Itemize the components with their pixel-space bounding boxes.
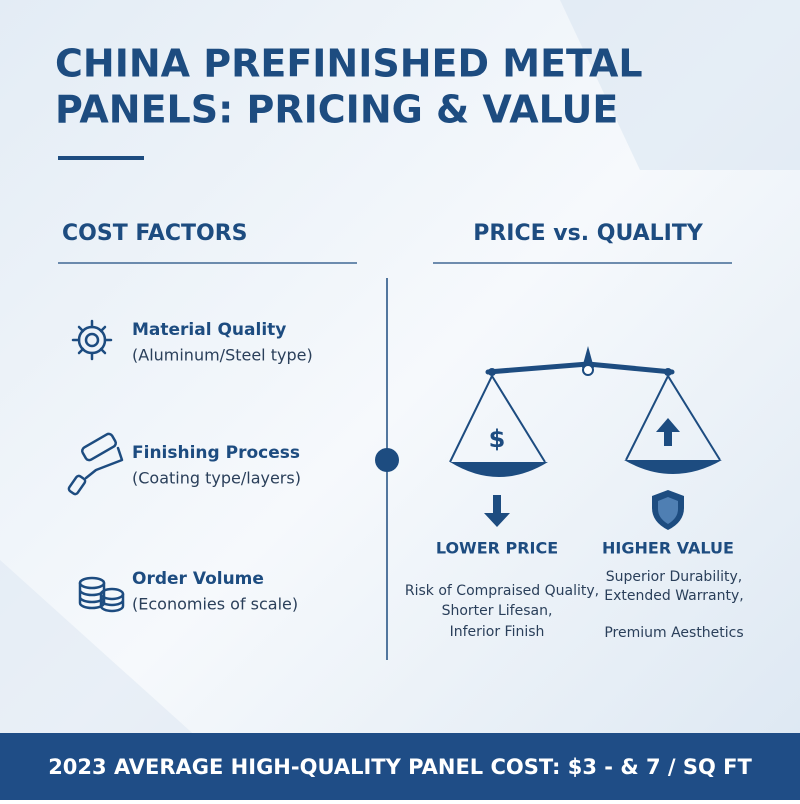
- background-shape: [0, 560, 200, 740]
- section-heading: COST FACTORS: [62, 221, 248, 246]
- footer-text: 2023 AVERAGE HIGH-QUALITY PANEL COST: $3…: [48, 755, 752, 779]
- factor-detail: (Aluminum/Steel type): [132, 346, 313, 365]
- factor-detail: (Economies of scale): [132, 595, 298, 614]
- factor-detail: (Coating type/layers): [132, 469, 301, 488]
- title-line: CHINA PREFINISHED METAL: [55, 42, 643, 86]
- side-label: HIGHER VALUE: [602, 539, 734, 558]
- side-description: Risk of Compraised Quality,: [405, 583, 599, 599]
- side-description: Inferior Finish: [450, 624, 545, 640]
- side-label: LOWER PRICE: [436, 539, 558, 558]
- roller-icon: [67, 432, 124, 496]
- background-shape: [560, 0, 800, 170]
- balance-scale: [449, 346, 722, 530]
- title-underline: [58, 156, 144, 160]
- side-description: Shorter Lifesan,: [442, 603, 553, 619]
- side-description: Superior Durability,: [606, 569, 742, 585]
- factor-name: Order Volume: [132, 569, 264, 589]
- side-description: Extended Warranty,: [604, 588, 743, 604]
- footer-bar: [0, 733, 800, 800]
- factor-name: Finishing Process: [132, 443, 300, 463]
- section-heading: PRICE vs. QUALITY: [473, 221, 704, 246]
- title-line: PANELS: PRICING & VALUE: [55, 88, 618, 132]
- side-description: Premium Aesthetics: [604, 625, 743, 641]
- coins-icon: [78, 576, 125, 613]
- divider-dot: [375, 448, 399, 472]
- factor-name: Material Quality: [132, 320, 286, 340]
- scale-symbol: $: [489, 425, 506, 453]
- gear-icon: [71, 319, 113, 361]
